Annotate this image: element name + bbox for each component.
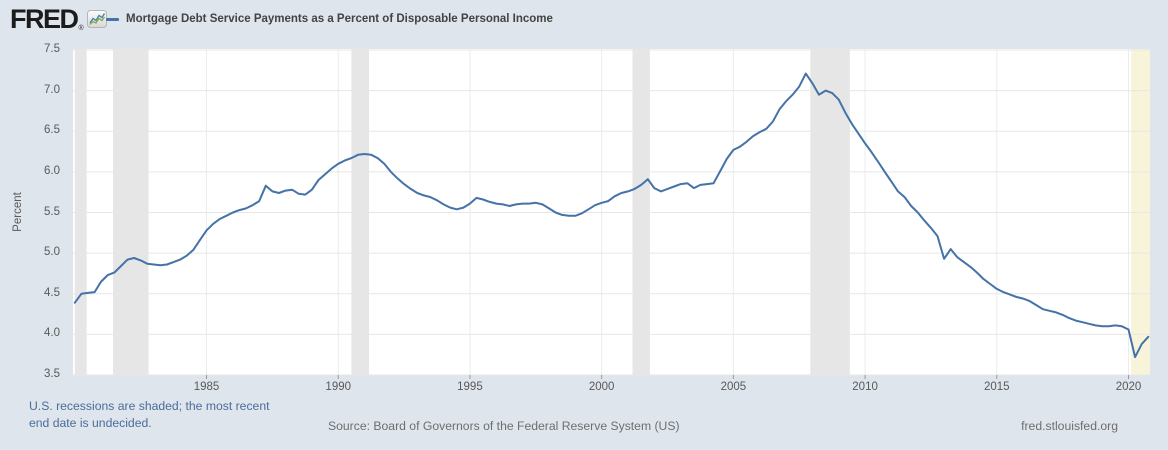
y-tick-label: 4.5 <box>44 286 60 299</box>
x-tick-label: 2005 <box>720 381 747 393</box>
series-title: Mortgage Debt Service Payments as a Perc… <box>126 13 553 25</box>
fred-site-link[interactable]: fred.stlouisfed.org <box>1021 419 1118 433</box>
x-tick-label: 1990 <box>325 381 352 393</box>
series-legend: Mortgage Debt Service Payments as a Perc… <box>106 0 553 38</box>
recession-note-link[interactable]: U.S. recessions are shaded; the most rec… <box>29 398 269 431</box>
recession-note-line2: end date is undecided. <box>29 415 152 430</box>
y-tick-label: 7.0 <box>44 83 60 96</box>
x-tick-label: 1985 <box>193 381 220 393</box>
legend-line-swatch <box>106 17 119 21</box>
y-tick-label: 6.0 <box>44 164 60 177</box>
x-tick-label: 2015 <box>984 381 1010 393</box>
source-text: Source: Board of Governors of the Federa… <box>328 419 680 433</box>
y-tick-label: 5.0 <box>44 246 60 259</box>
y-tick-label: 3.5 <box>44 368 60 380</box>
x-tick-label: 1995 <box>457 381 483 393</box>
fred-logo-text: FRED <box>10 3 79 34</box>
fred-logo-sparkline-icon <box>86 10 107 28</box>
registered-trademark: ® <box>78 25 84 32</box>
y-tick-label: 7.5 <box>44 43 60 55</box>
x-tick-label: 2010 <box>852 381 878 393</box>
y-tick-label: 5.5 <box>44 205 60 218</box>
recession-note-line1: U.S. recessions are shaded; the most rec… <box>29 399 270 413</box>
x-tick-label: 2000 <box>588 381 615 393</box>
data-line <box>73 72 1150 359</box>
y-tick-label: 6.5 <box>44 124 60 137</box>
y-tick-label: 4.0 <box>44 327 60 340</box>
x-tick-label: 2020 <box>1115 381 1142 393</box>
fred-logo[interactable]: FRED ® <box>10 0 107 38</box>
